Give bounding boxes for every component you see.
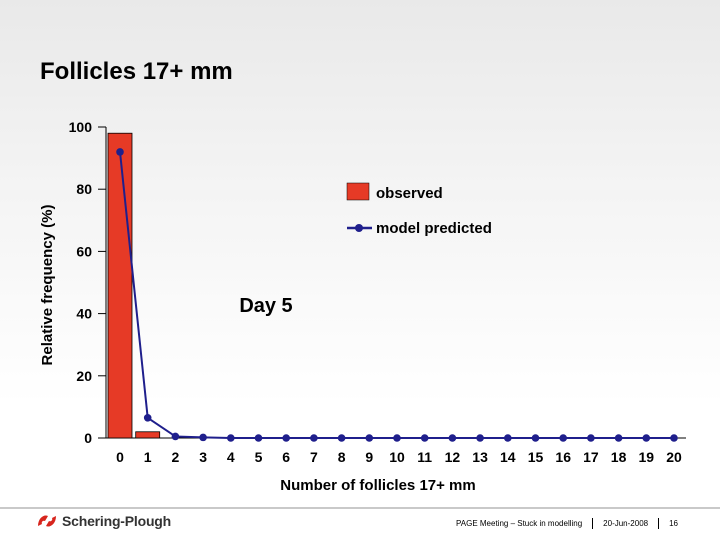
predicted-point <box>116 148 124 156</box>
footer-divider <box>0 507 720 509</box>
slide-title: Follicles 17+ mm <box>40 58 233 85</box>
predicted-point <box>171 432 180 441</box>
y-tick-label: 60 <box>76 243 92 259</box>
predicted-point <box>476 434 484 442</box>
x-tick-label: 1 <box>144 449 152 465</box>
predicted-point <box>559 434 567 442</box>
legend-predicted-label: model predicted <box>376 220 492 237</box>
x-tick-label: 3 <box>199 449 207 465</box>
predicted-point <box>282 434 291 442</box>
schering-plough-logo-icon <box>38 515 56 527</box>
predicted-line <box>116 148 678 442</box>
predicted-point <box>587 434 595 442</box>
footer-date: 20-Jun-2008 <box>603 519 649 528</box>
footer-page-number: 16 <box>669 519 678 528</box>
x-tick-label: 18 <box>611 449 627 465</box>
predicted-point <box>227 434 235 442</box>
y-tick-label: 40 <box>76 306 92 322</box>
y-tick-label: 20 <box>76 368 92 384</box>
predicted-point <box>504 434 512 442</box>
y-axis-title: Relative frequency (%) <box>39 205 56 366</box>
predicted-point <box>420 434 429 442</box>
predicted-point <box>642 434 651 442</box>
predicted-point <box>199 433 207 442</box>
y-tick-label: 100 <box>69 119 93 135</box>
predicted-point <box>670 434 678 442</box>
legend: observed model predicted <box>346 182 492 237</box>
x-axis-title: Number of follicles 17+ mm <box>280 477 475 494</box>
x-tick-label: 4 <box>227 449 235 465</box>
legend-predicted-marker <box>355 224 363 232</box>
logo-text: Schering-Plough <box>62 513 172 529</box>
legend-observed-swatch <box>346 182 370 201</box>
x-tick-label: 7 <box>310 449 318 465</box>
x-tick-label: 17 <box>583 449 599 465</box>
x-tick-label: 13 <box>472 449 488 465</box>
footer-separator <box>592 518 594 529</box>
x-tick-label: 15 <box>528 449 544 465</box>
company-logo: Schering-Plough <box>36 512 171 530</box>
x-tick-label: 5 <box>255 449 263 465</box>
predicted-point <box>531 434 540 442</box>
x-tick-label: 2 <box>172 449 180 465</box>
predicted-point <box>365 434 374 442</box>
x-tick-label: 14 <box>500 449 516 465</box>
footer-meeting: PAGE Meeting – Stuck in modelling <box>456 519 583 528</box>
predicted-point <box>310 434 318 442</box>
x-axis: 0 1 2 3 4 5 6 7 8 9 10 11 12 13 14 15 16 17 18 19 20 <box>106 437 686 465</box>
observed-bar <box>107 132 133 439</box>
predicted-point <box>393 434 401 442</box>
predicted-point <box>337 434 346 442</box>
x-tick-label: 12 <box>445 449 461 465</box>
y-tick-label: 80 <box>76 181 92 197</box>
footer-separator <box>658 518 660 529</box>
x-tick-label: 16 <box>555 449 571 465</box>
x-tick-label: 20 <box>666 449 682 465</box>
x-tick-label: 8 <box>338 449 346 465</box>
predicted-point <box>448 434 457 442</box>
x-tick-label: 9 <box>365 449 373 465</box>
observed-bar <box>135 431 161 439</box>
footer-info: PAGE Meeting – Stuck in modelling 20-Jun… <box>446 518 688 529</box>
y-tick-label: 0 <box>84 430 92 446</box>
x-tick-label: 10 <box>389 449 405 465</box>
predicted-point <box>143 413 152 422</box>
legend-observed-label: observed <box>376 185 443 202</box>
x-tick-label: 19 <box>639 449 655 465</box>
x-tick-label: 11 <box>417 449 432 465</box>
y-axis: 0 20 40 60 80 100 <box>69 119 107 446</box>
observed-bars <box>107 132 161 439</box>
axis-labels: Number of follicles 17+ mm Relative frequ… <box>39 205 476 494</box>
day-annotation: Day 5 <box>239 295 292 317</box>
x-tick-label: 6 <box>282 449 290 465</box>
x-tick-label: 0 <box>116 449 124 465</box>
predicted-point <box>614 434 623 442</box>
predicted-point <box>254 434 263 442</box>
